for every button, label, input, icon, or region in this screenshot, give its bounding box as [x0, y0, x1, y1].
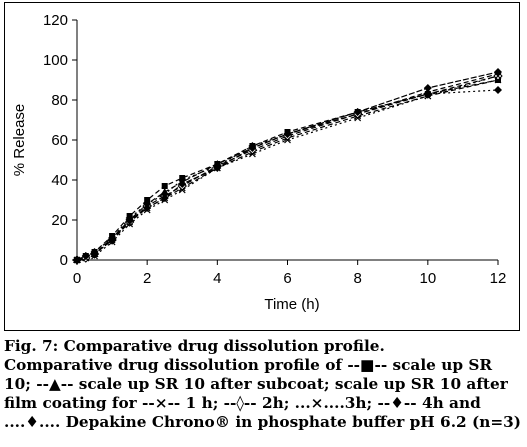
y-tick-label: 0 — [60, 252, 68, 269]
x-axis-label: Time (h) — [264, 296, 319, 313]
y-tick-label: 80 — [51, 92, 68, 109]
series-lines — [76, 71, 499, 261]
data-point-diamond — [81, 252, 90, 260]
data-point-diamond — [143, 200, 152, 208]
data-point-diamond — [353, 108, 362, 116]
axes: 0 20 40 60 80 100 120 0 2 4 6 8 10 12 — [43, 12, 506, 287]
data-point-diamond — [73, 256, 81, 264]
x-tick-label: 2 — [143, 270, 151, 287]
dissolution-chart: 0 20 40 60 80 100 120 0 2 4 6 8 10 12 % Release Time … — [11, 12, 506, 313]
x-tick-label: 10 — [419, 270, 436, 287]
series-line — [76, 75, 499, 261]
series-line — [76, 89, 499, 261]
data-point-diamond — [108, 234, 117, 242]
data-point-diamond — [248, 142, 257, 150]
x-tick-label: 8 — [353, 270, 361, 287]
y-tick-label: 20 — [51, 212, 68, 229]
series-line — [76, 71, 499, 261]
data-point-diamond — [160, 190, 169, 198]
data-point-diamond — [423, 90, 432, 98]
x-tick-label: 12 — [490, 270, 507, 287]
data-point-diamond — [494, 68, 502, 76]
series-markers — [72, 68, 503, 265]
data-point-diamond — [178, 176, 187, 184]
caption-title: Fig. 7: Comparative drug dissolution pro… — [4, 337, 385, 355]
data-point-diamond — [283, 130, 292, 138]
y-axis-label: % Release — [11, 104, 28, 177]
caption-text: Comparative drug dissolution profile of … — [4, 356, 522, 431]
y-tick-label: 120 — [43, 12, 68, 29]
data-point-diamond — [213, 162, 222, 170]
x-tick-label: 0 — [73, 270, 81, 287]
series-line — [76, 75, 499, 261]
series-line — [76, 73, 499, 261]
chart-frame — [4, 2, 520, 331]
data-point-x — [284, 136, 291, 144]
figure-caption: Fig. 7: Comparative drug dissolution pro… — [4, 337, 522, 432]
data-point-diamond — [423, 84, 432, 92]
data-point-diamond — [494, 86, 502, 94]
y-tick-label: 40 — [51, 172, 68, 189]
y-tick-label: 60 — [51, 132, 68, 149]
data-point-x — [248, 150, 256, 158]
data-point-diamond — [125, 214, 134, 222]
series-line — [76, 79, 499, 261]
data-point-x — [354, 114, 362, 122]
data-point-square — [161, 183, 168, 189]
data-point-diamond — [90, 248, 99, 256]
series-line — [76, 79, 499, 261]
data-point-x — [178, 186, 186, 194]
x-tick-label: 4 — [213, 270, 221, 287]
y-tick-label: 100 — [43, 52, 68, 69]
x-tick-label: 6 — [283, 270, 291, 287]
